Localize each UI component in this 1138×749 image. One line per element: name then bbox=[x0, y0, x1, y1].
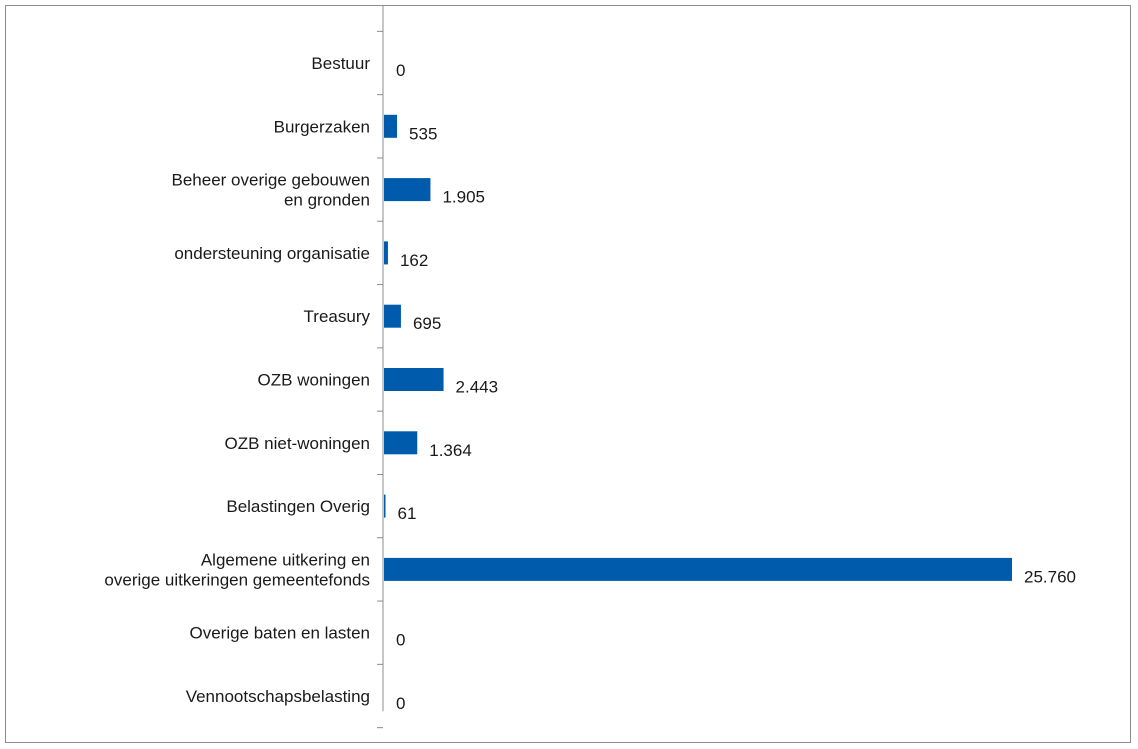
category-label: Burgerzaken bbox=[274, 117, 370, 136]
category-label: Bestuur bbox=[311, 54, 370, 73]
value-label: 0 bbox=[396, 61, 405, 80]
category-label: Vennootschapsbelasting bbox=[186, 687, 370, 706]
category-label: Belastingen Overig bbox=[226, 497, 370, 516]
bars-layer bbox=[384, 114, 1012, 581]
category-label: Treasury bbox=[304, 307, 371, 326]
chart-frame: Bestuur 0 Burgerzaken 535 Beheer overige geb… bbox=[5, 5, 1131, 743]
value-label: 1.905 bbox=[442, 188, 485, 207]
value-label: 535 bbox=[409, 124, 437, 143]
value-label: 0 bbox=[396, 631, 405, 650]
value-label: 0 bbox=[396, 694, 405, 713]
axis-layer bbox=[377, 6, 384, 729]
value-label: 25.760 bbox=[1024, 567, 1076, 586]
value-label: 695 bbox=[413, 314, 441, 333]
category-label: OZB woningen bbox=[258, 371, 370, 390]
bar bbox=[384, 241, 388, 265]
labels-layer: Bestuur 0 Burgerzaken 535 Beheer overige geb… bbox=[104, 54, 1076, 713]
category-label: Overige baten en lasten bbox=[189, 624, 370, 643]
value-label: 61 bbox=[397, 504, 416, 523]
value-label: 2.443 bbox=[456, 378, 499, 397]
bar-chart: Bestuur 0 Burgerzaken 535 Beheer overige geb… bbox=[104, 6, 1076, 729]
bar bbox=[384, 557, 1012, 581]
value-label: 162 bbox=[400, 251, 428, 270]
bar bbox=[384, 178, 431, 202]
category-label: ondersteuning organisatie bbox=[174, 244, 370, 263]
bar bbox=[384, 304, 401, 328]
bar bbox=[384, 114, 398, 138]
category-label: Beheer overige gebouwen en gronden bbox=[172, 171, 370, 210]
bar bbox=[384, 431, 418, 455]
category-label: Algemene uitkering en overige uitkeringen… bbox=[104, 550, 370, 589]
bar bbox=[384, 494, 386, 518]
category-label: OZB niet-woningen bbox=[224, 434, 370, 453]
bar bbox=[384, 368, 444, 391]
value-label: 1.364 bbox=[429, 441, 472, 460]
